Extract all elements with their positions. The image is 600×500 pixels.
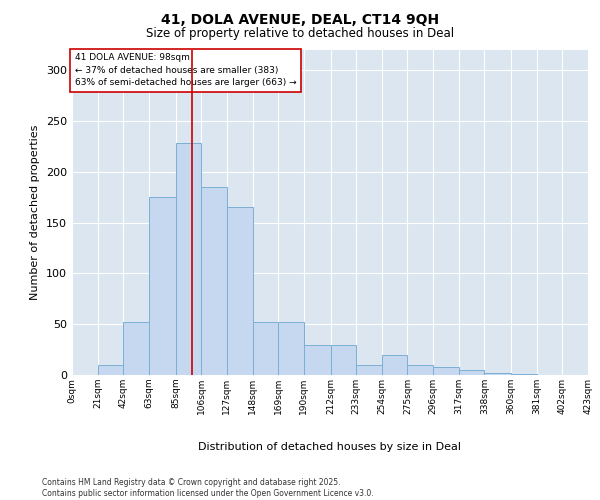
Y-axis label: Number of detached properties: Number of detached properties	[31, 125, 40, 300]
Text: Contains HM Land Registry data © Crown copyright and database right 2025.
Contai: Contains HM Land Registry data © Crown c…	[42, 478, 374, 498]
Bar	[123, 322, 149, 375]
Bar	[253, 322, 278, 375]
Bar	[304, 344, 331, 375]
Bar	[98, 365, 123, 375]
Bar	[227, 208, 253, 375]
Bar	[278, 322, 304, 375]
Bar	[382, 354, 407, 375]
Bar	[331, 344, 356, 375]
Bar	[356, 365, 382, 375]
Bar	[484, 373, 511, 375]
Bar	[433, 367, 458, 375]
Bar	[176, 144, 202, 375]
Text: 41 DOLA AVENUE: 98sqm
← 37% of detached houses are smaller (383)
63% of semi-det: 41 DOLA AVENUE: 98sqm ← 37% of detached …	[74, 53, 296, 87]
Bar	[202, 187, 227, 375]
Bar	[149, 198, 176, 375]
Bar	[407, 365, 433, 375]
Bar	[511, 374, 537, 375]
Text: Size of property relative to detached houses in Deal: Size of property relative to detached ho…	[146, 28, 454, 40]
Text: Distribution of detached houses by size in Deal: Distribution of detached houses by size …	[199, 442, 461, 452]
Bar	[458, 370, 484, 375]
Text: 41, DOLA AVENUE, DEAL, CT14 9QH: 41, DOLA AVENUE, DEAL, CT14 9QH	[161, 12, 439, 26]
